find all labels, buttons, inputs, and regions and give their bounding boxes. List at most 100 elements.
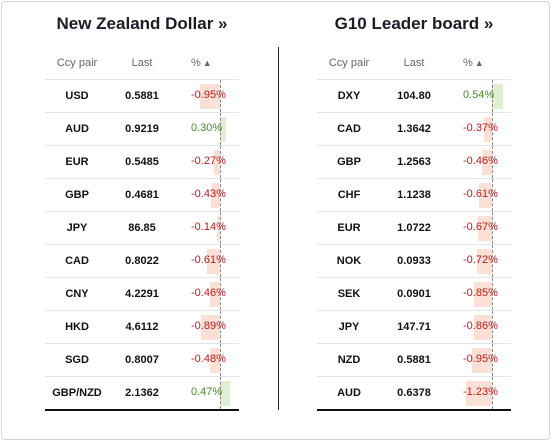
last-price-cell: 0.8022 <box>109 244 175 278</box>
ccy-pair-cell[interactable]: EUR <box>317 211 381 245</box>
ccy-pair-header[interactable]: Ccy pair <box>45 47 109 80</box>
zero-line <box>492 278 493 310</box>
pct-change-value: -0.27% <box>191 155 226 167</box>
pct-change-value: 0.47% <box>191 386 223 398</box>
ccy-pair-cell[interactable]: AUD <box>45 112 109 146</box>
last-price-cell: 0.0901 <box>381 277 447 311</box>
pct-header-label: % <box>463 57 473 69</box>
table-row[interactable]: CNY 4.2291 -0.46% <box>45 277 239 311</box>
table-row[interactable]: GBP 0.4681 -0.43% <box>45 178 239 212</box>
ccy-pair-cell[interactable]: USD <box>45 79 109 113</box>
table-row[interactable]: EUR 1.0722 -0.67% <box>317 211 511 245</box>
ccy-pair-cell[interactable]: JPY <box>317 310 381 344</box>
ccy-pair-cell[interactable]: CAD <box>45 244 109 278</box>
ccy-pair-header[interactable]: Ccy pair <box>317 47 381 80</box>
sort-ascending-icon[interactable]: ▲ <box>202 58 212 68</box>
ccy-pair-cell[interactable]: JPY <box>45 211 109 245</box>
table-row[interactable]: USD 0.5881 -0.95% <box>45 79 239 113</box>
table-header-row: Ccy pair Last % ▲ <box>317 47 511 80</box>
nzd-panel-title-link[interactable]: New Zealand Dollar » <box>56 14 228 33</box>
table-row[interactable]: HKD 4.6112 -0.89% <box>45 310 239 344</box>
negative-change-bar <box>484 117 492 142</box>
last-price-cell: 1.0722 <box>381 211 447 245</box>
pct-change-cell: -1.23% <box>447 376 511 411</box>
table-row[interactable]: JPY 147.71 -0.86% <box>317 310 511 344</box>
table-row[interactable]: JPY 86.85 -0.14% <box>45 211 239 245</box>
negative-change-bar <box>476 249 492 274</box>
pct-change-value: -0.72% <box>463 254 498 266</box>
table-row[interactable]: AUD 0.6378 -1.23% <box>317 376 511 411</box>
ccy-pair-cell[interactable]: CHF <box>317 178 381 212</box>
zero-line <box>492 377 493 409</box>
zero-line <box>492 113 493 145</box>
negative-change-bar <box>210 282 220 307</box>
ccy-pair-cell[interactable]: GBP/NZD <box>45 376 109 411</box>
negative-change-bar <box>482 150 492 175</box>
ccy-pair-cell[interactable]: AUD <box>317 376 381 411</box>
last-price-cell: 0.4681 <box>109 178 175 212</box>
last-price-cell: 147.71 <box>381 310 447 344</box>
ccy-pair-cell[interactable]: HKD <box>45 310 109 344</box>
negative-change-bar <box>201 315 220 340</box>
ccy-pair-cell[interactable]: DXY <box>317 79 381 113</box>
ccy-pair-cell[interactable]: CAD <box>317 112 381 146</box>
last-price-cell: 1.2563 <box>381 145 447 179</box>
pct-change-cell: 0.54% <box>447 79 511 113</box>
zero-line <box>220 179 221 211</box>
last-price-cell: 4.6112 <box>109 310 175 344</box>
table-row[interactable]: GBP/NZD 2.1362 0.47% <box>45 376 239 411</box>
ccy-pair-cell[interactable]: EUR <box>45 145 109 179</box>
ccy-pair-cell[interactable]: CNY <box>45 277 109 311</box>
zero-line <box>220 146 221 178</box>
pct-change-header[interactable]: % ▲ <box>175 47 239 80</box>
sort-ascending-icon[interactable]: ▲ <box>474 58 484 68</box>
last-header[interactable]: Last <box>381 47 447 80</box>
negative-change-bar <box>477 216 492 241</box>
pct-change-value: -0.95% <box>463 353 498 365</box>
pct-change-value: -0.61% <box>191 254 226 266</box>
pct-change-cell: -0.86% <box>447 310 511 344</box>
table-row[interactable]: AUD 0.9219 0.30% <box>45 112 239 146</box>
pct-change-cell: -0.95% <box>447 343 511 377</box>
negative-change-bar <box>479 183 492 208</box>
ccy-pair-cell[interactable]: SGD <box>45 343 109 377</box>
zero-line <box>492 245 493 277</box>
pct-change-cell: -0.46% <box>447 145 511 179</box>
negative-change-bar <box>214 150 220 175</box>
g10-panel-title-link[interactable]: G10 Leader board » <box>334 14 494 33</box>
ccy-pair-cell[interactable]: NZD <box>317 343 381 377</box>
table-row[interactable]: SGD 0.8007 -0.48% <box>45 343 239 377</box>
pct-change-header[interactable]: % ▲ <box>447 47 511 80</box>
negative-change-bar <box>217 216 220 241</box>
last-price-cell: 0.5485 <box>109 145 175 179</box>
negative-change-bar <box>466 381 492 406</box>
pct-change-value: -0.95% <box>191 89 226 101</box>
table-row[interactable]: SEK 0.0901 -0.85% <box>317 277 511 311</box>
ccy-pair-cell[interactable]: GBP <box>317 145 381 179</box>
pct-change-value: -0.48% <box>191 353 226 365</box>
pct-change-cell: 0.30% <box>175 112 239 146</box>
ccy-pair-cell[interactable]: NOK <box>317 244 381 278</box>
table-row[interactable]: GBP 1.2563 -0.46% <box>317 145 511 179</box>
nzd-rates-table: Ccy pair Last % ▲ USD 0.5881 -0.95% AUD 0.921… <box>45 47 239 411</box>
table-row[interactable]: DXY 104.80 0.54% <box>317 79 511 113</box>
table-row[interactable]: EUR 0.5485 -0.27% <box>45 145 239 179</box>
table-row[interactable]: CAD 0.8022 -0.61% <box>45 244 239 278</box>
pct-change-value: -0.46% <box>191 287 226 299</box>
negative-change-bar <box>472 348 492 373</box>
last-header[interactable]: Last <box>109 47 175 80</box>
ccy-pair-cell[interactable]: SEK <box>317 277 381 311</box>
pct-change-value: 0.54% <box>463 89 495 101</box>
zero-line <box>492 146 493 178</box>
table-row[interactable]: CAD 1.3642 -0.37% <box>317 112 511 146</box>
zero-line <box>220 344 221 376</box>
table-row[interactable]: NZD 0.5881 -0.95% <box>317 343 511 377</box>
last-price-cell: 0.5881 <box>109 79 175 113</box>
pct-change-value: -1.23% <box>463 386 498 398</box>
negative-change-bar <box>474 282 492 307</box>
table-row[interactable]: NOK 0.0933 -0.72% <box>317 244 511 278</box>
pct-change-cell: -0.72% <box>447 244 511 278</box>
ccy-pair-cell[interactable]: GBP <box>45 178 109 212</box>
table-row[interactable]: CHF 1.1238 -0.61% <box>317 178 511 212</box>
